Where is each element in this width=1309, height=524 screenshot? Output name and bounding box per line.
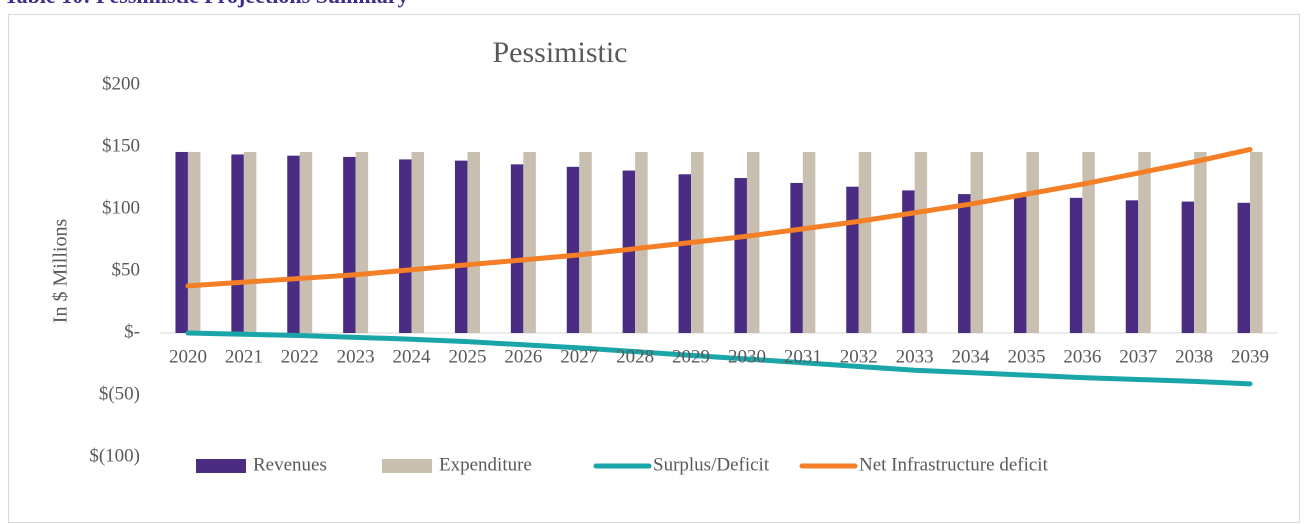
bar [1026,151,1039,333]
chart-border [8,14,1300,523]
line-series [185,330,1253,387]
bar [1194,151,1207,333]
x-tick-label: 2024 [393,346,432,367]
legend-label: Revenues [253,454,327,475]
x-tick-label: 2027 [560,346,598,367]
x-tick-label: 2021 [225,346,263,367]
bar [231,154,244,333]
bar [958,194,971,333]
bar [343,156,356,333]
y-tick-label: $- [124,321,140,342]
legend-label: Surplus/Deficit [653,454,770,475]
x-tick-label: 2029 [672,346,710,367]
bar [1181,201,1195,333]
x-tick-label: 2033 [896,346,934,367]
bar [454,160,468,333]
line-series [185,146,1253,289]
bar [635,151,648,333]
x-tick-label: 2031 [784,346,822,367]
legend-swatch [196,459,246,473]
bar [243,151,257,333]
x-tick-label: 2020 [169,346,207,367]
bar [790,182,803,333]
bar [1069,197,1083,333]
heading: Table 10: Pessimistic Projections Summar… [4,0,409,8]
bar [1082,151,1095,333]
legend-label: Expenditure [439,454,532,475]
bar [1013,196,1027,333]
bar [746,151,760,333]
y-axis-label: In $ Millions [50,219,72,324]
x-tick-label: 2038 [1175,346,1213,367]
bar [970,151,984,333]
bar [914,151,928,333]
bar [399,159,412,333]
bar [902,190,915,333]
x-tick-label: 2035 [1007,346,1045,367]
x-tick-label: 2039 [1231,346,1269,367]
bar [579,151,592,333]
x-tick-label: 2032 [840,346,878,367]
bar [566,166,580,333]
x-tick-label: 2036 [1063,346,1101,367]
x-tick-label: 2023 [337,346,375,367]
bar [734,178,747,333]
bar [287,155,300,333]
x-tick-label: 2030 [728,346,766,367]
y-tick-label: $200 [102,73,140,94]
x-tick-label: 2034 [952,346,991,367]
bar [1237,202,1251,333]
bar [510,164,524,333]
x-tick-label: 2037 [1119,346,1157,367]
x-tick-label: 2022 [281,346,319,367]
bar [802,151,816,333]
legend-swatch [382,459,432,473]
x-tick-label: 2028 [616,346,654,367]
legend-label: Net Infrastructure deficit [859,454,1049,475]
bar [1138,151,1151,333]
bar [523,151,536,333]
bar [1250,151,1263,333]
bar [175,151,188,333]
y-tick-label: $(50) [99,383,140,404]
x-tick-label: 2025 [448,346,486,367]
bar [1125,200,1139,333]
bar [678,174,692,333]
y-tick-label: $150 [102,135,140,156]
bar [299,151,313,333]
bar [846,186,859,333]
y-tick-label: $50 [112,259,141,280]
bar [467,151,480,333]
bar [187,151,201,333]
y-tick-label: $(100) [89,445,140,466]
y-tick-label: $100 [102,197,140,218]
x-tick-label: 2026 [504,346,542,367]
bar [411,151,425,333]
bar [355,151,369,333]
bar [858,151,872,333]
chart-title: Pessimistic [492,36,627,69]
